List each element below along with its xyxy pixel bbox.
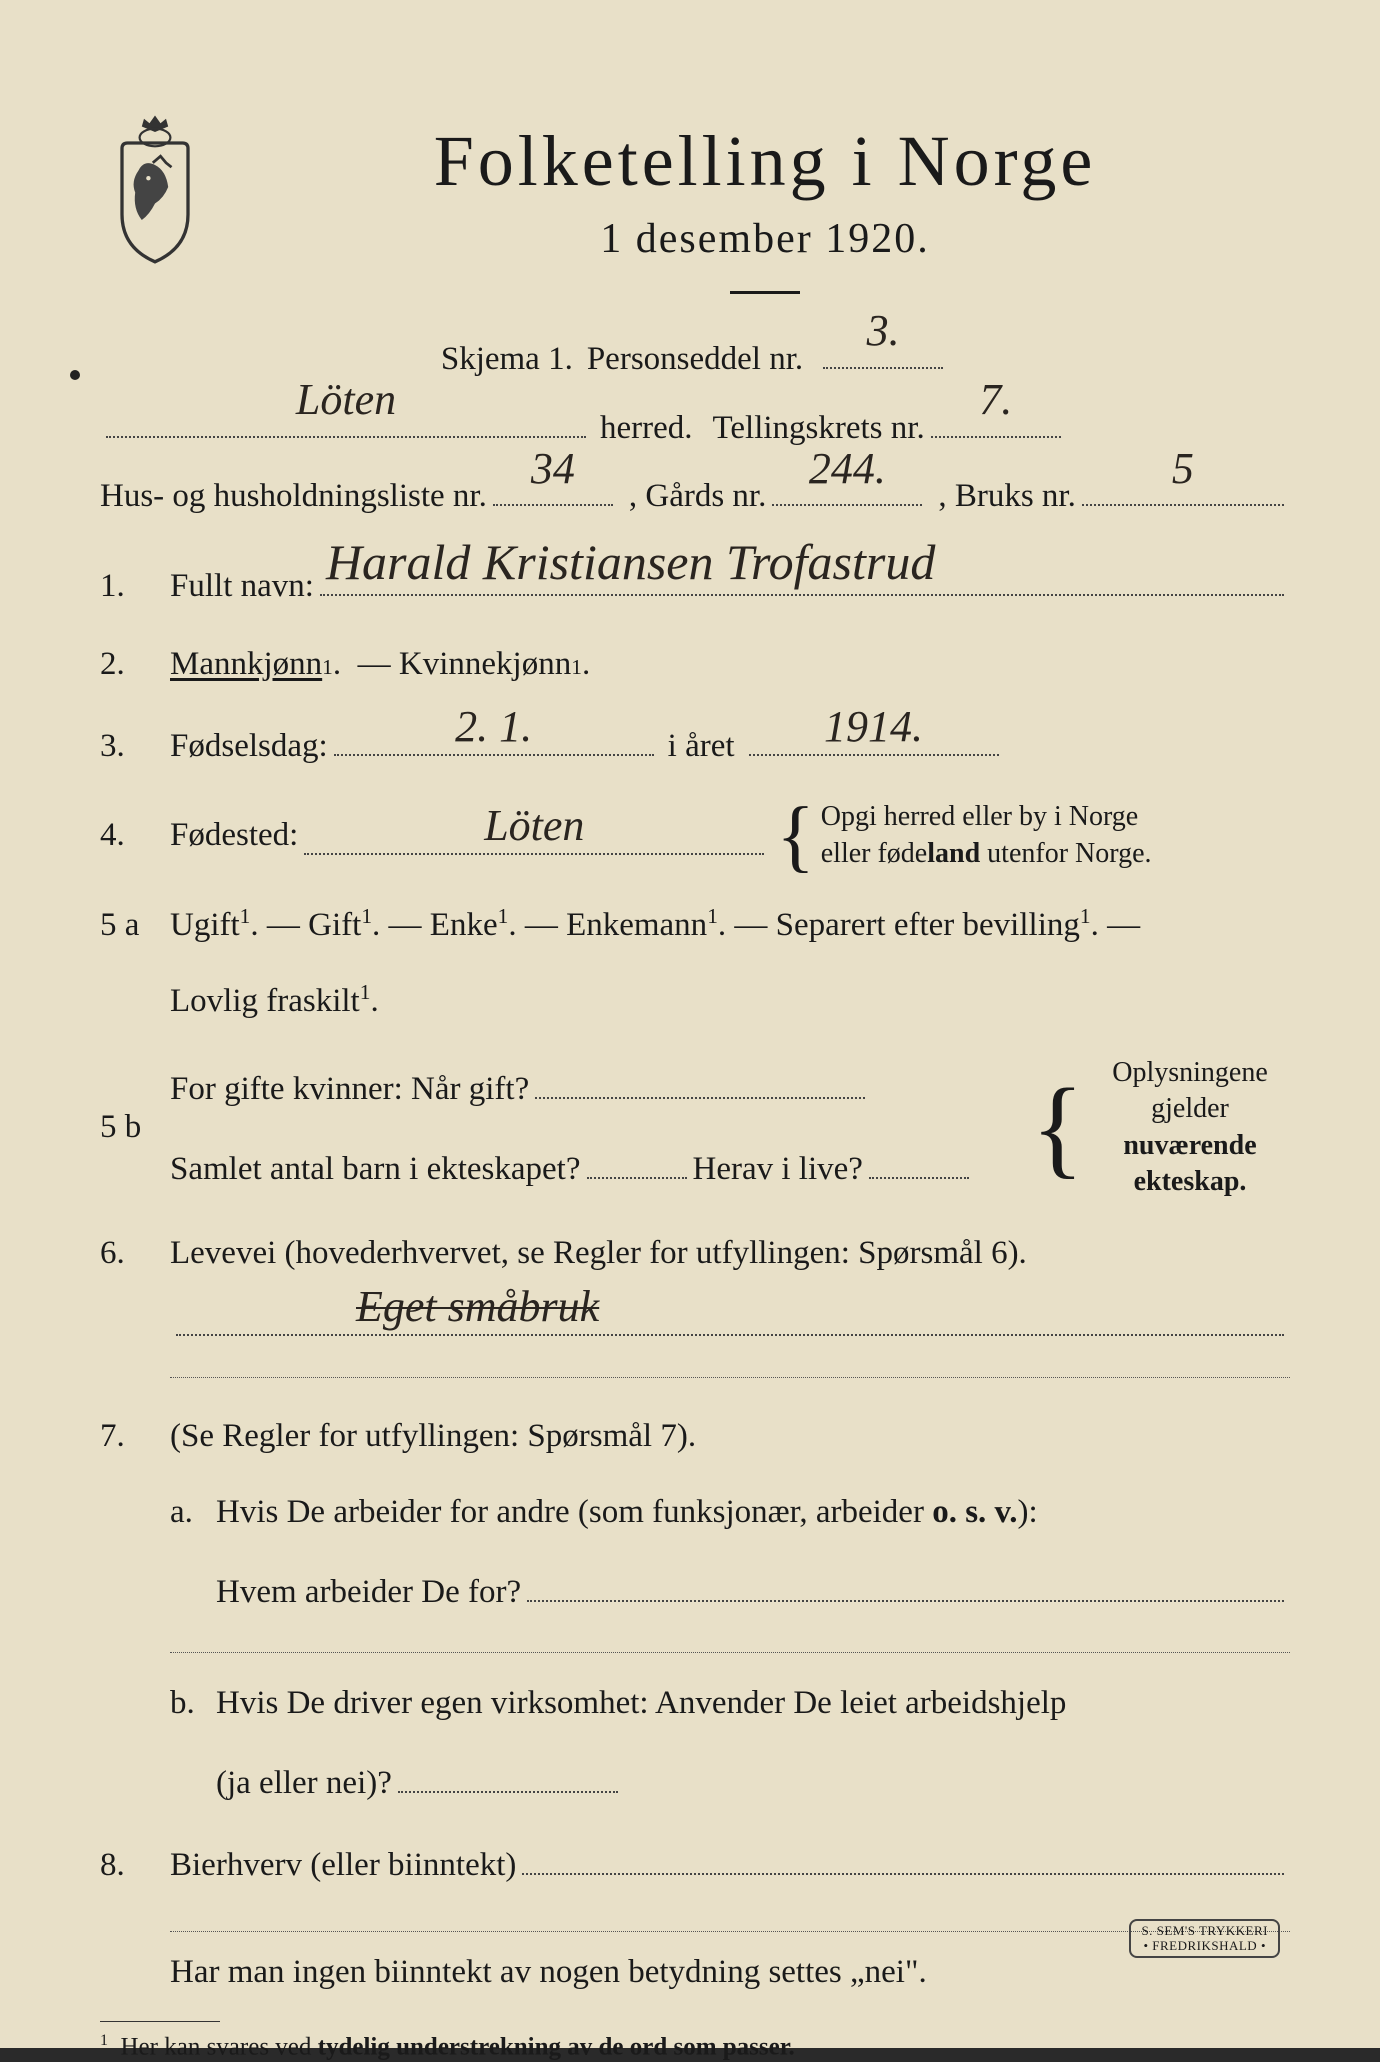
q5b-l1: For gifte kvinner: Når gift? [170,1065,529,1115]
skjema-line: Skjema 1. Personseddel nr. 3. [100,328,1290,391]
personseddel-label: Personseddel nr. [587,328,803,391]
q3-label: Fødselsdag: [170,722,328,772]
rule-line-1 [170,1376,1290,1378]
tellingskrets-value: 7. [979,358,1012,442]
tellingskrets-field: 7. [931,399,1061,437]
q3-year-field: 1914. [749,717,999,755]
herred-label: herred. [600,397,693,460]
q1-label: Fullt navn: [170,562,314,612]
q7-header: (Se Regler for utfyllingen: Spørsmål 7). [170,1412,1290,1462]
q4-field: Löten [304,816,764,854]
q1-field: Harald Kristiansen Trofastrud [320,558,1284,596]
footer-note: Har man ingen biinntekt av nogen betydni… [170,1954,1290,1991]
coat-of-arms-icon [100,110,210,260]
q6-label: Levevei (hovederhvervet, se Regler for u… [170,1229,1290,1279]
q7b-l2: (ja eller nei)? [216,1759,392,1809]
q7-num: 7. [100,1412,170,1462]
q5a-num: 5 a [100,901,170,951]
q3-num: 3. [100,722,170,772]
q6-field: Eget småbruk [176,1298,1284,1336]
bruks-value: 5 [1172,427,1194,511]
q7b-letter: b. [170,1679,216,1808]
husliste-field: 34 [493,468,613,506]
q4-label: Fødested: [170,811,298,861]
gards-field: 244. [772,468,922,506]
q1-value: Harald Kristiansen Trofastrud [326,525,935,600]
q7a-l2: Hvem arbeider De for? [216,1568,521,1618]
bruks-label: , Bruks nr. [938,465,1076,528]
footnote-rule [100,2021,220,2022]
q7: 7. (Se Regler for utfyllingen: Spørsmål … [100,1412,1290,1808]
q4-value: Löten [484,793,584,859]
q6: 6. Levevei (hovederhvervet, se Regler fo… [100,1229,1290,1337]
q5b-l2a-field [587,1141,687,1179]
q3-day: 2. 1. [455,694,532,760]
title-divider [730,291,800,294]
q5b-l2b-field [869,1141,969,1179]
crest-svg [100,110,210,264]
ink-dot [70,370,80,380]
main-title: Folketelling i Norge [240,120,1290,203]
husliste-value: 34 [531,427,575,511]
q6-num: 6. [100,1229,170,1279]
q5b-l1-field [535,1061,865,1099]
brace-icon-2: { [1031,1089,1084,1166]
printer-stamp: S. SEM'S TRYKKERI • FREDRIKSHALD • [1129,1919,1280,1958]
personseddel-value: 3. [867,289,900,373]
q2: 2. Mannkjønn1 . — Kvinnekjønn1. [100,640,1290,690]
questions: 1. Fullt navn: Harald Kristiansen Trofas… [100,558,1290,1991]
census-form-page: Folketelling i Norge 1 desember 1920. Sk… [0,0,1380,2048]
header: Folketelling i Norge 1 desember 1920. [100,100,1290,322]
footnote: 1 Her kan svares ved tydelig understrekn… [100,2032,1290,2061]
rule-line-3 [170,1930,1290,1932]
q8-field [522,1836,1284,1874]
q4-num: 4. [100,811,170,861]
q5a: 5 a Ugift1. — Gift1. — Enke1. — Enkemann… [100,900,1290,1027]
q3-year: 1914. [824,694,923,760]
q1: 1. Fullt navn: Harald Kristiansen Trofas… [100,558,1290,612]
q7a-field [527,1563,1284,1601]
subtitle: 1 desember 1920. [240,215,1290,263]
rule-line-2 [170,1651,1290,1653]
q7a-letter: a. [170,1488,216,1617]
q5b-l2b: Herav i live? [693,1145,863,1195]
husliste-line: Hus- og husholdningsliste nr. 34 , Gårds… [100,465,1290,528]
q5a-line1: Ugift1. — Gift1. — Enke1. — Enkemann1. —… [170,900,1290,951]
q7b-l1: Hvis De driver egen virksomhet: Anvender… [216,1679,1290,1729]
gards-label: , Gårds nr. [629,465,766,528]
q5b-note: Oplysningene gjelder nuværende ekteskap. [1090,1055,1290,1201]
q7b-field [398,1755,618,1793]
q3-day-field: 2. 1. [334,717,654,755]
q3: 3. Fødselsdag: 2. 1. i året 1914. [100,717,1290,771]
q1-num: 1. [100,562,170,612]
q2-num: 2. [100,640,170,690]
q5b-num: 5 b [100,1103,170,1153]
q6-value: Eget småbruk [356,1274,599,1340]
q8-num: 8. [100,1841,170,1891]
q3-iaret: i året [668,722,735,772]
q4: 4. Fødested: Löten { Opgi herred eller b… [100,799,1290,872]
herred-line: Löten herred. Tellingskrets nr. 7. [100,397,1290,460]
title-block: Folketelling i Norge 1 desember 1920. [240,100,1290,322]
gards-value: 244. [809,427,886,511]
q7a-l1: Hvis De arbeider for andre (som funksjon… [216,1488,1290,1538]
q8: 8. Bierhverv (eller biinntekt) [100,1836,1290,1890]
q5b-l2a: Samlet antal barn i ekteskapet? [170,1145,581,1195]
q2-mann: Mannkjønn [170,640,322,690]
q8-label: Bierhverv (eller biinntekt) [170,1841,516,1891]
bruks-field: 5 [1082,468,1284,506]
personseddel-field: 3. [823,334,943,369]
q2-kvinne: Kvinnekjønn [399,640,571,690]
herred-value: Löten [296,358,396,442]
q5a-line2: Lovlig fraskilt1. [170,976,1290,1027]
q5b: 5 b For gifte kvinner: Når gift? Samlet … [100,1055,1290,1201]
husliste-label: Hus- og husholdningsliste nr. [100,465,487,528]
q4-note: Opgi herred eller by i Norge eller fødel… [821,799,1152,872]
brace-icon: { [776,808,814,864]
herred-field: Löten [106,399,586,437]
skjema-label: Skjema 1. [441,328,573,391]
